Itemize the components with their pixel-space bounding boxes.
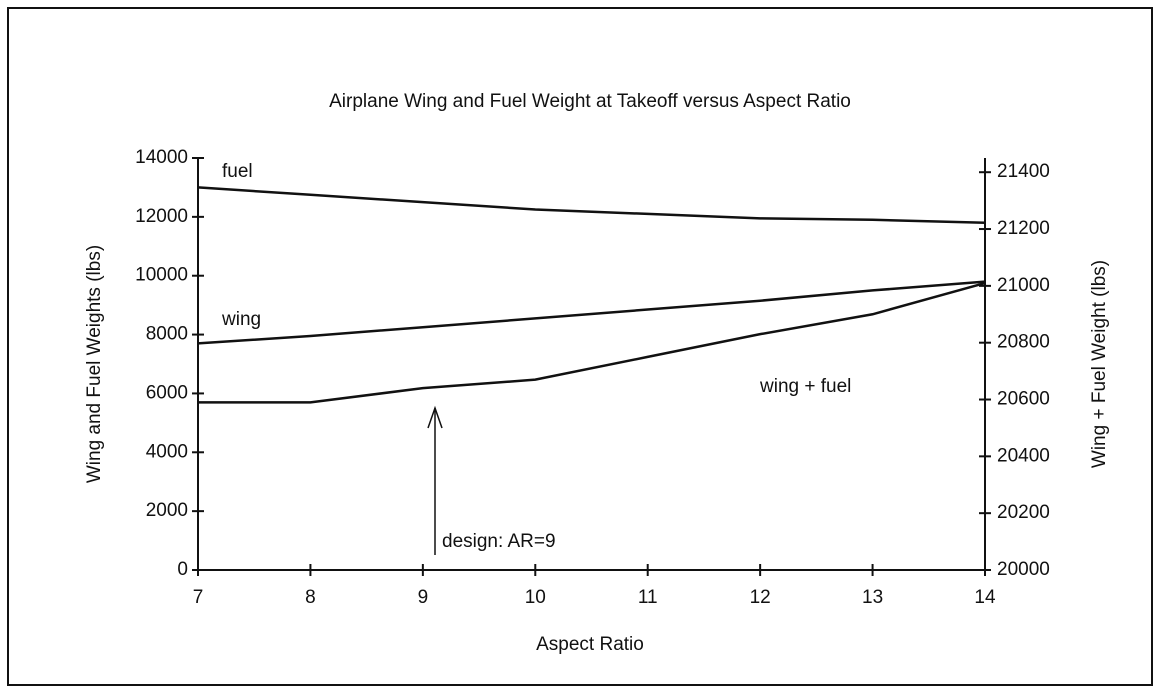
- series-line: [197, 186, 986, 224]
- y2-tick-label: 21400: [997, 161, 1050, 182]
- series-label: wing + fuel: [759, 376, 851, 397]
- y2-tick-label: 20200: [997, 502, 1050, 523]
- y-tick-label: 6000: [146, 382, 188, 403]
- x-tick-label: 11: [638, 587, 658, 608]
- x-tick-label: 12: [750, 587, 771, 608]
- x-tick-label: 10: [525, 587, 546, 608]
- annotation: design: AR=9: [442, 531, 556, 552]
- y2-axis-label: Wing + Fuel Weight (lbs): [1089, 260, 1110, 468]
- y-tick-label: 2000: [146, 500, 188, 521]
- y2-tick-label: 20800: [997, 332, 1050, 353]
- y-tick-label: 14000: [135, 147, 188, 168]
- chart-title: Airplane Wing and Fuel Weight at Takeoff…: [329, 91, 851, 112]
- series-line: [197, 280, 986, 345]
- y-tick-label: 4000: [146, 441, 188, 462]
- x-tick-label: 14: [974, 587, 996, 608]
- series-line: [198, 281, 986, 404]
- y-tick-label: 10000: [135, 265, 188, 286]
- x-tick-label: 8: [305, 587, 316, 608]
- y2-tick-label: 21200: [997, 218, 1050, 239]
- x-axis-label: Aspect Ratio: [536, 634, 644, 655]
- y2-tick-label: 20000: [997, 559, 1050, 580]
- x-tick-label: 7: [193, 587, 204, 608]
- y-tick-label: 12000: [135, 206, 188, 227]
- annotation-arrowhead: [427, 405, 443, 429]
- y2-tick-label: 20400: [997, 445, 1050, 466]
- y-tick-label: 8000: [146, 324, 188, 345]
- y2-tick-label: 20600: [997, 389, 1050, 410]
- y2-tick-label: 21000: [997, 275, 1050, 296]
- series-label: fuel: [222, 161, 253, 182]
- frame: [7, 7, 1153, 686]
- x-tick-label: 9: [418, 587, 429, 608]
- series-label: wing: [221, 309, 261, 330]
- x-tick-label: 13: [862, 587, 883, 608]
- y-tick-label: 0: [177, 559, 188, 580]
- y-axis-label: Wing and Fuel Weights (lbs): [84, 245, 105, 483]
